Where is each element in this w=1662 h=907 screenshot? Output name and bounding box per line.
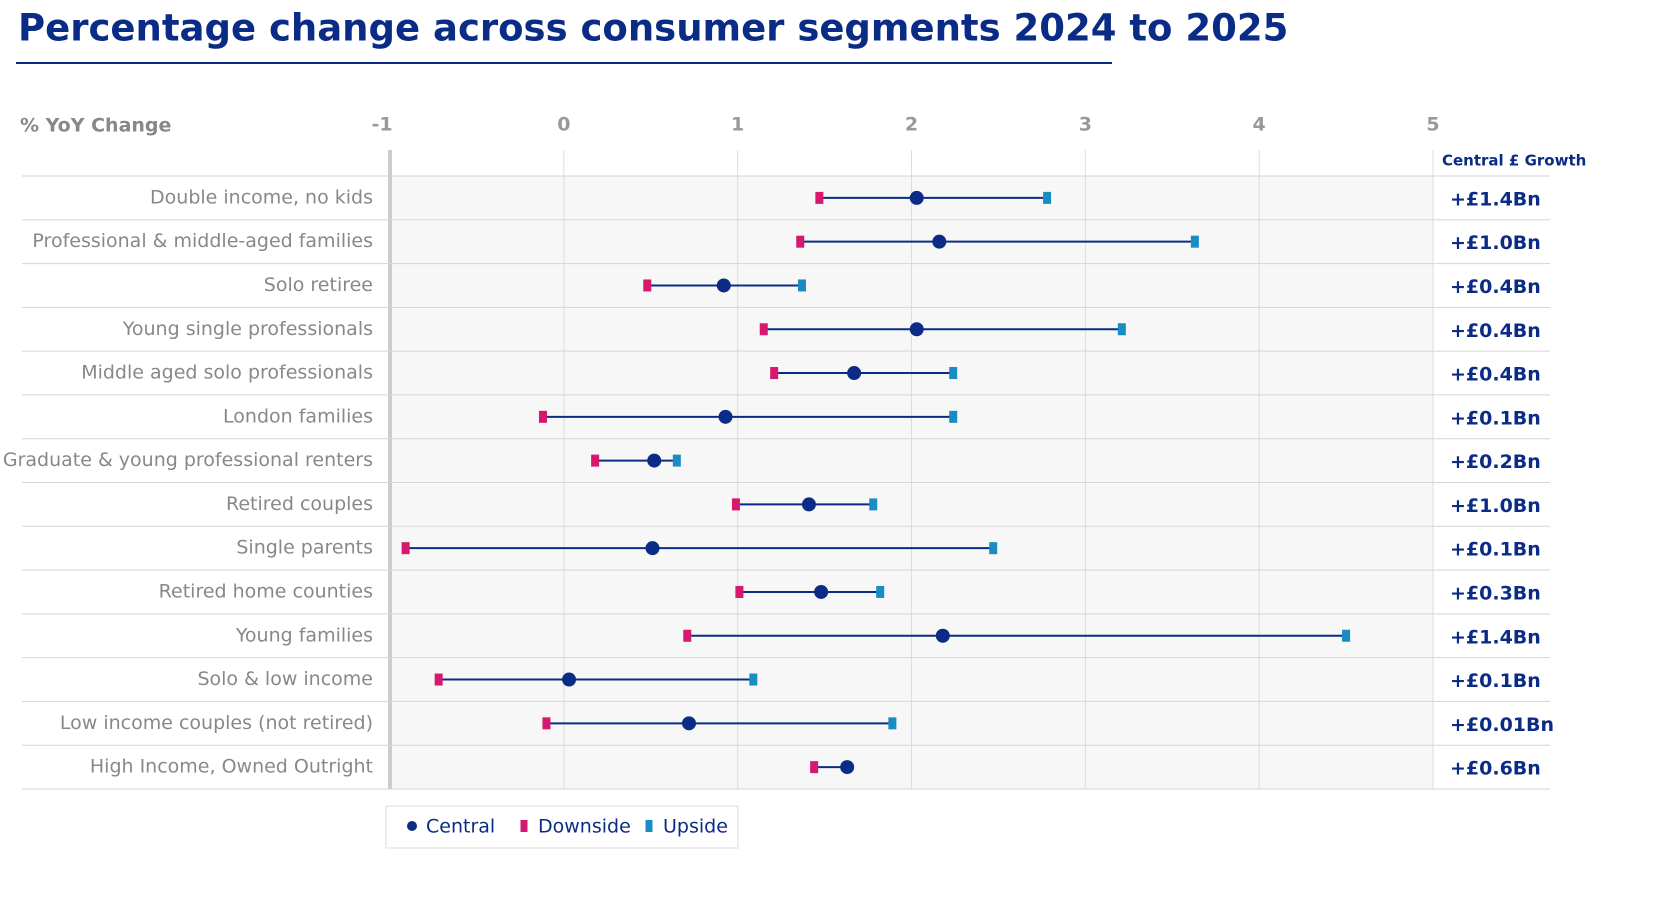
downside-marker [643,279,652,292]
x-tick-label: 3 [1079,114,1092,136]
upside-marker [672,454,681,467]
legend-label: Downside [538,816,631,838]
chart-title: Percentage change across consumer segmen… [18,7,1288,50]
growth-label: +£0.1Bn [1450,407,1541,429]
category-label: Young single professionals [122,318,373,340]
central-marker [847,366,862,381]
category-label: Single parents [236,537,373,559]
upside-marker [749,673,758,686]
growth-label: +£0.3Bn [1450,582,1541,604]
growth-label: +£1.0Bn [1450,495,1541,517]
upside-marker [888,717,897,730]
downside-marker [731,498,740,511]
category-label: Solo & low income [197,668,373,690]
upside-marker [797,279,806,292]
upside-marker [949,410,958,423]
growth-label: +£0.4Bn [1450,364,1541,386]
central-marker [718,409,733,424]
category-label: London families [223,405,373,427]
central-marker [909,190,924,205]
growth-label: +£1.4Bn [1450,188,1541,210]
legend-box [385,805,739,849]
central-marker [932,234,947,249]
upside-marker [1190,235,1199,248]
central-marker [840,760,855,775]
downside-marker [591,454,600,467]
legend-symbol [645,820,653,832]
central-marker [814,584,829,599]
growth-label: +£1.0Bn [1450,232,1541,254]
category-label: Graduate & young professional renters [3,449,373,471]
growth-label: +£0.4Bn [1450,320,1541,342]
category-label: Solo retiree [264,274,373,296]
x-tick-label: 4 [1253,114,1266,136]
downside-marker [759,323,768,336]
growth-label: +£0.2Bn [1450,451,1541,473]
legend-symbol [520,820,528,832]
central-marker [801,497,816,512]
growth-label: +£0.6Bn [1450,758,1541,780]
category-label: Professional & middle-aged families [32,230,373,252]
downside-marker [542,717,551,730]
growth-label: +£0.4Bn [1450,276,1541,298]
downside-marker [538,410,547,423]
legend-symbol [407,821,417,831]
downside-marker [796,235,805,248]
category-label: Middle aged solo professionals [81,362,373,384]
x-tick-label: 5 [1426,114,1439,136]
legend-label: Upside [663,816,728,838]
central-marker [935,628,950,643]
axis-title: % YoY Change [20,115,171,137]
downside-marker [401,542,410,555]
downside-marker [434,673,443,686]
growth-label: +£0.1Bn [1450,539,1541,561]
downside-marker [735,585,744,598]
category-label: Young families [235,624,373,646]
central-marker [909,322,924,337]
x-tick-label: 2 [905,114,918,136]
central-marker [647,453,662,468]
central-marker [645,541,660,556]
category-label: Low income couples (not retired) [60,712,373,734]
downside-marker [770,367,779,380]
central-marker [562,672,577,687]
upside-marker [876,585,885,598]
downside-marker [815,191,824,204]
x-tick-label: -1 [371,114,392,136]
x-tick-label: 0 [557,114,570,136]
category-label: Double income, no kids [150,186,373,208]
x-tick-label: 1 [731,114,744,136]
downside-marker [810,761,819,774]
upside-marker [1342,629,1351,642]
category-label: Retired couples [226,493,373,515]
upside-marker [869,498,878,511]
category-label: High Income, Owned Outright [90,756,373,778]
growth-label: +£1.4Bn [1450,626,1541,648]
downside-marker [683,629,692,642]
growth-label: +£0.1Bn [1450,670,1541,692]
growth-label: +£0.01Bn [1450,714,1554,736]
central-marker [716,278,731,293]
upside-marker [1117,323,1126,336]
upside-marker [1043,191,1052,204]
category-label: Retired home counties [159,580,373,602]
upside-marker [989,542,998,555]
right-column-title: Central £ Growth [1442,152,1586,170]
central-marker [681,716,696,731]
upside-marker [949,367,958,380]
legend-label: Central [426,816,495,838]
